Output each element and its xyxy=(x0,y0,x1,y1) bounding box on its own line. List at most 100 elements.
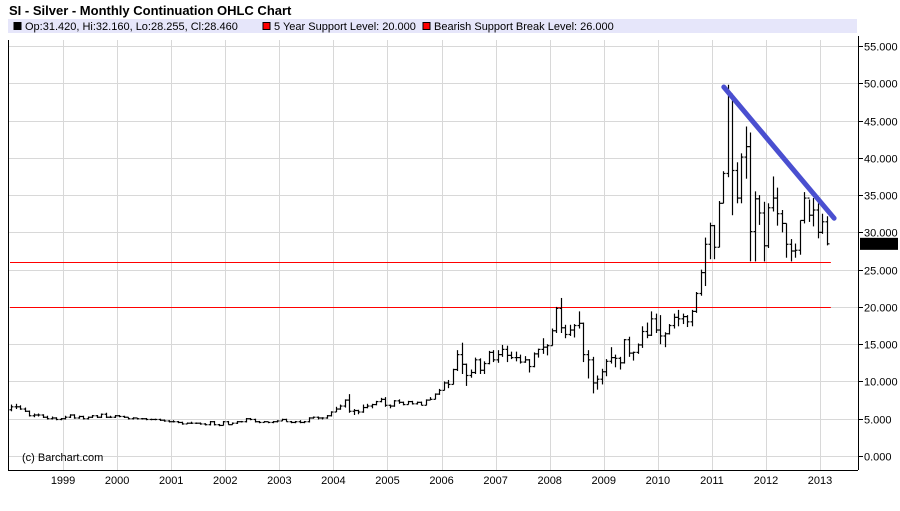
ohlc-bar xyxy=(748,132,753,262)
ohlc-bar xyxy=(820,213,825,234)
ohlc-bar xyxy=(775,187,780,226)
ohlc-bar xyxy=(32,413,37,418)
ohlc-bar xyxy=(27,410,32,417)
ohlc-bar xyxy=(500,344,505,357)
ohlc-bar xyxy=(54,417,59,421)
ohlc-bar xyxy=(771,176,776,212)
ohlc-bar xyxy=(568,324,573,336)
x-tick-label: 2010 xyxy=(646,475,670,487)
ohlc-bar xyxy=(428,397,433,401)
ohlc-bar xyxy=(469,369,474,378)
ohlc-bar xyxy=(649,311,654,336)
ohlc-bar xyxy=(766,203,771,249)
plot-area xyxy=(8,40,858,470)
ohlc-bar xyxy=(320,417,325,420)
ohlc-bar xyxy=(473,357,478,374)
ohlc-bar xyxy=(117,415,122,418)
ohlc-bar xyxy=(802,192,807,224)
ohlc-bar xyxy=(636,343,641,354)
ohlc-bar xyxy=(735,162,740,204)
ohlc-bar xyxy=(640,326,645,348)
legend-swatch xyxy=(422,22,431,30)
ohlc-bar xyxy=(356,409,361,415)
ohlc-bar xyxy=(482,361,487,374)
ohlc-bar xyxy=(284,418,289,423)
ohlc-bar xyxy=(248,417,253,421)
ohlc-bar xyxy=(514,351,519,362)
y-tick-label: 55.000 xyxy=(864,42,898,54)
ohlc-bar xyxy=(762,201,767,262)
ohlc-bar xyxy=(595,375,600,390)
ohlc-bar xyxy=(189,421,194,424)
ohlc-bar xyxy=(527,359,532,373)
ohlc-bar xyxy=(18,405,23,410)
ohlc-bar xyxy=(685,315,690,328)
ohlc-bar xyxy=(104,412,109,418)
ohlc-bar xyxy=(72,414,77,419)
ohlc-bar xyxy=(131,417,136,420)
x-tick-label: 2004 xyxy=(321,475,345,487)
ohlc-bar xyxy=(63,415,68,420)
ohlc-bar xyxy=(690,309,695,327)
ohlc-bar xyxy=(798,219,803,255)
y-tick-label: 40.000 xyxy=(864,154,898,166)
y-tick-label: 15.000 xyxy=(864,340,898,352)
ohlc-bar xyxy=(140,417,145,420)
ohlc-bar xyxy=(410,400,415,405)
legend-label: Op:31.420, Hi:32.160, Lo:28.255, Cl:28.4… xyxy=(25,21,238,33)
y-tick-label: 10.000 xyxy=(864,377,898,389)
ohlc-bar xyxy=(780,210,785,233)
ohlc-bar xyxy=(681,313,686,325)
y-tick-label: 20.000 xyxy=(864,303,898,315)
ohlc-bar xyxy=(99,413,104,418)
ohlc-bar xyxy=(577,311,582,329)
x-tick-label: 2001 xyxy=(159,475,183,487)
ohlc-bar xyxy=(208,420,213,426)
ohlc-bar xyxy=(50,416,55,420)
ohlc-bar xyxy=(654,313,659,333)
ohlc-bar xyxy=(433,393,438,400)
ohlc-bar xyxy=(298,420,303,424)
ohlc-bar xyxy=(559,297,564,333)
ohlc-bar xyxy=(424,399,429,406)
legend-label: Bearish Support Break Level: 26.000 xyxy=(434,21,614,33)
ohlc-bar xyxy=(95,415,100,418)
ohlc-bar xyxy=(789,239,794,262)
ohlc-bar xyxy=(365,403,370,409)
ohlc-bar xyxy=(244,417,249,423)
y-tick-label: 45.000 xyxy=(864,117,898,129)
ohlc-bar xyxy=(455,350,460,372)
last-price-label: 28.460 xyxy=(862,239,896,251)
ohlc-bar xyxy=(383,397,388,407)
ohlc-bar xyxy=(23,407,28,413)
x-tick-label: 2013 xyxy=(808,475,832,487)
legend-bar xyxy=(8,19,857,33)
ohlc-bar xyxy=(198,422,203,425)
x-tick-label: 2007 xyxy=(483,475,507,487)
ohlc-bar xyxy=(784,222,789,258)
ohlc-bar xyxy=(226,420,231,426)
ohlc-bar xyxy=(437,388,442,395)
ohlc-bar xyxy=(563,324,568,339)
ohlc-bar xyxy=(388,404,393,409)
x-tick-label: 2000 xyxy=(105,475,129,487)
ohlc-bar xyxy=(325,415,330,419)
ohlc-bar xyxy=(703,237,708,287)
ohlc-bar xyxy=(721,171,726,204)
ohlc-bar xyxy=(158,418,163,421)
ohlc-bar xyxy=(68,414,73,418)
y-tick-label: 5.000 xyxy=(864,415,892,427)
ohlc-bar xyxy=(108,415,113,418)
ohlc-bar xyxy=(464,363,469,386)
ohlc-bar xyxy=(271,420,276,424)
ohlc-bar xyxy=(600,368,605,385)
x-tick-label: 2003 xyxy=(267,475,291,487)
ohlc-bar xyxy=(316,416,321,420)
ohlc-bar xyxy=(293,420,298,424)
ohlc-bar xyxy=(307,417,312,423)
ohlc-bar xyxy=(370,403,375,409)
ohlc-bar xyxy=(487,350,492,365)
ohlc-bar xyxy=(289,420,294,424)
ohlc-bar xyxy=(171,420,176,423)
ohlc-bar xyxy=(338,404,343,410)
